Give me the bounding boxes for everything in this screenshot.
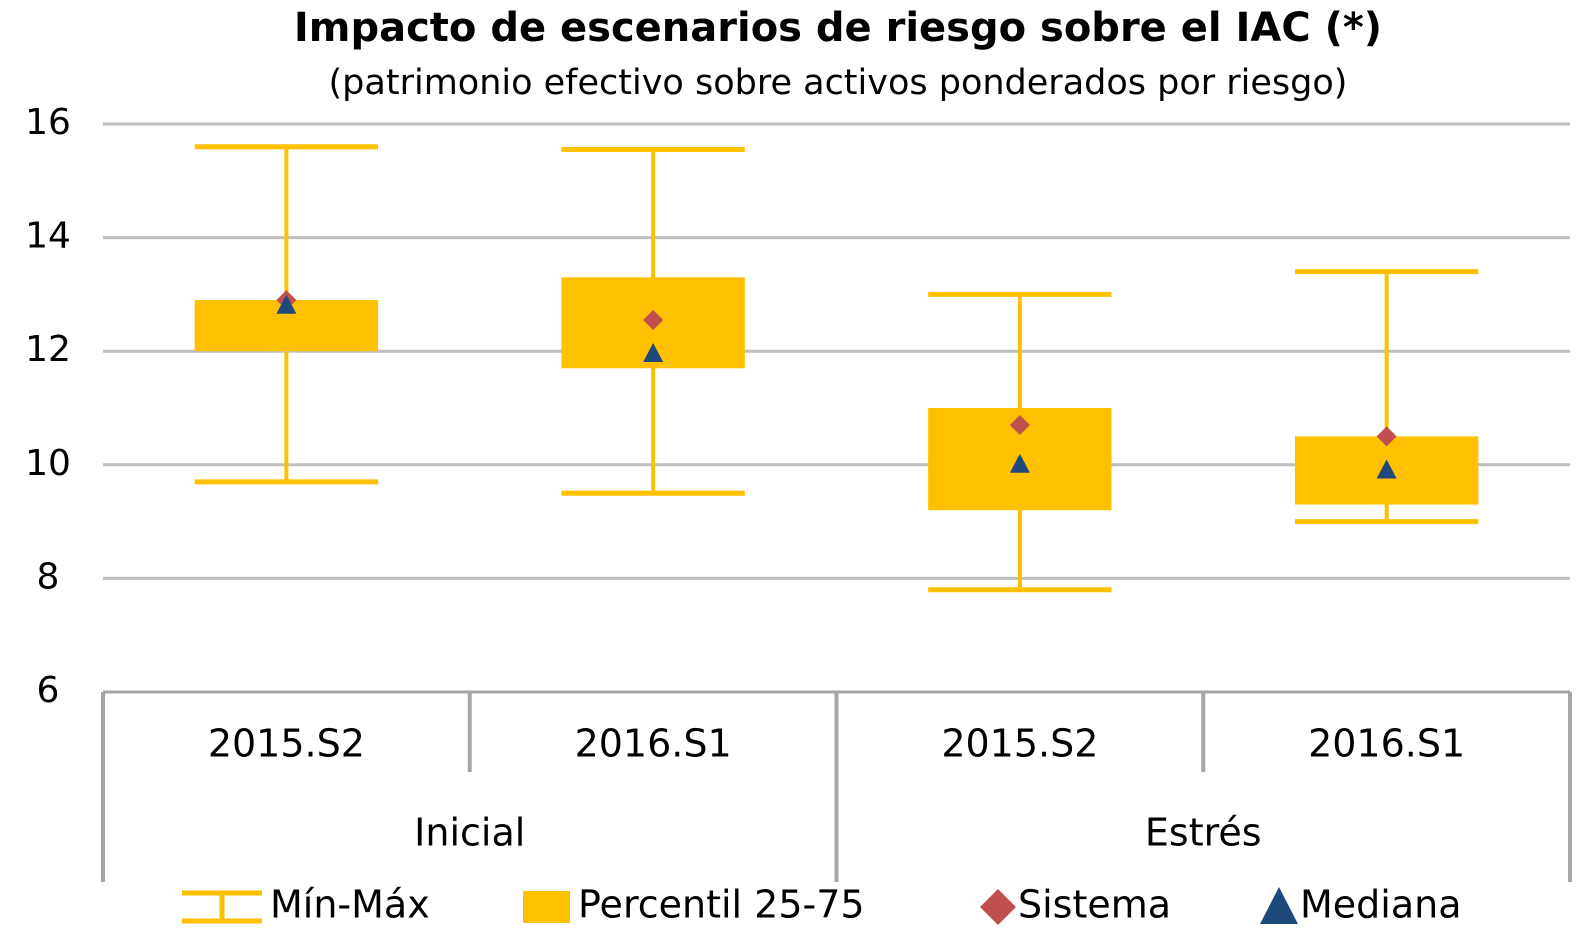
mediana-marker: [1009, 453, 1030, 473]
x-tick-label: 2016.S1: [575, 722, 732, 766]
chart-subtitle: (patrimonio efectivo sobre activos ponde…: [329, 63, 1348, 103]
y-tick-label: 14: [25, 216, 71, 257]
sistema-marker: [1009, 415, 1030, 436]
x-tick-label: 2015.S2: [208, 722, 365, 766]
legend-swatch: [182, 890, 262, 924]
mediana-marker: [1376, 459, 1397, 479]
x-tick-label: 2015.S2: [941, 722, 1098, 766]
legend-swatch: [980, 889, 1016, 925]
sistema-marker: [1376, 426, 1397, 447]
sistema-marker: [643, 309, 664, 330]
mediana-marker: [643, 343, 664, 363]
legend-label: Mediana: [1300, 883, 1462, 927]
legend-label: Mín-Máx: [270, 883, 430, 927]
legend-label: Sistema: [1018, 883, 1171, 927]
legend-swatch: [1260, 887, 1298, 924]
y-tick-label: 16: [25, 102, 71, 143]
legend-label: Percentil 25-75: [578, 883, 865, 927]
x-tick-label: 2016.S1: [1308, 722, 1465, 766]
y-tick-label: 10: [25, 443, 71, 484]
y-tick-label: 8: [37, 556, 60, 597]
chart-title: Impacto de escenarios de riesgo sobre el…: [294, 5, 1382, 51]
group-label: Estrés: [1145, 811, 1262, 855]
group-label: Inicial: [414, 811, 525, 855]
mediana-marker: [276, 294, 297, 314]
y-tick-label: 12: [25, 329, 71, 370]
y-tick-label: 6: [37, 670, 60, 711]
legend-swatch: [523, 891, 570, 923]
